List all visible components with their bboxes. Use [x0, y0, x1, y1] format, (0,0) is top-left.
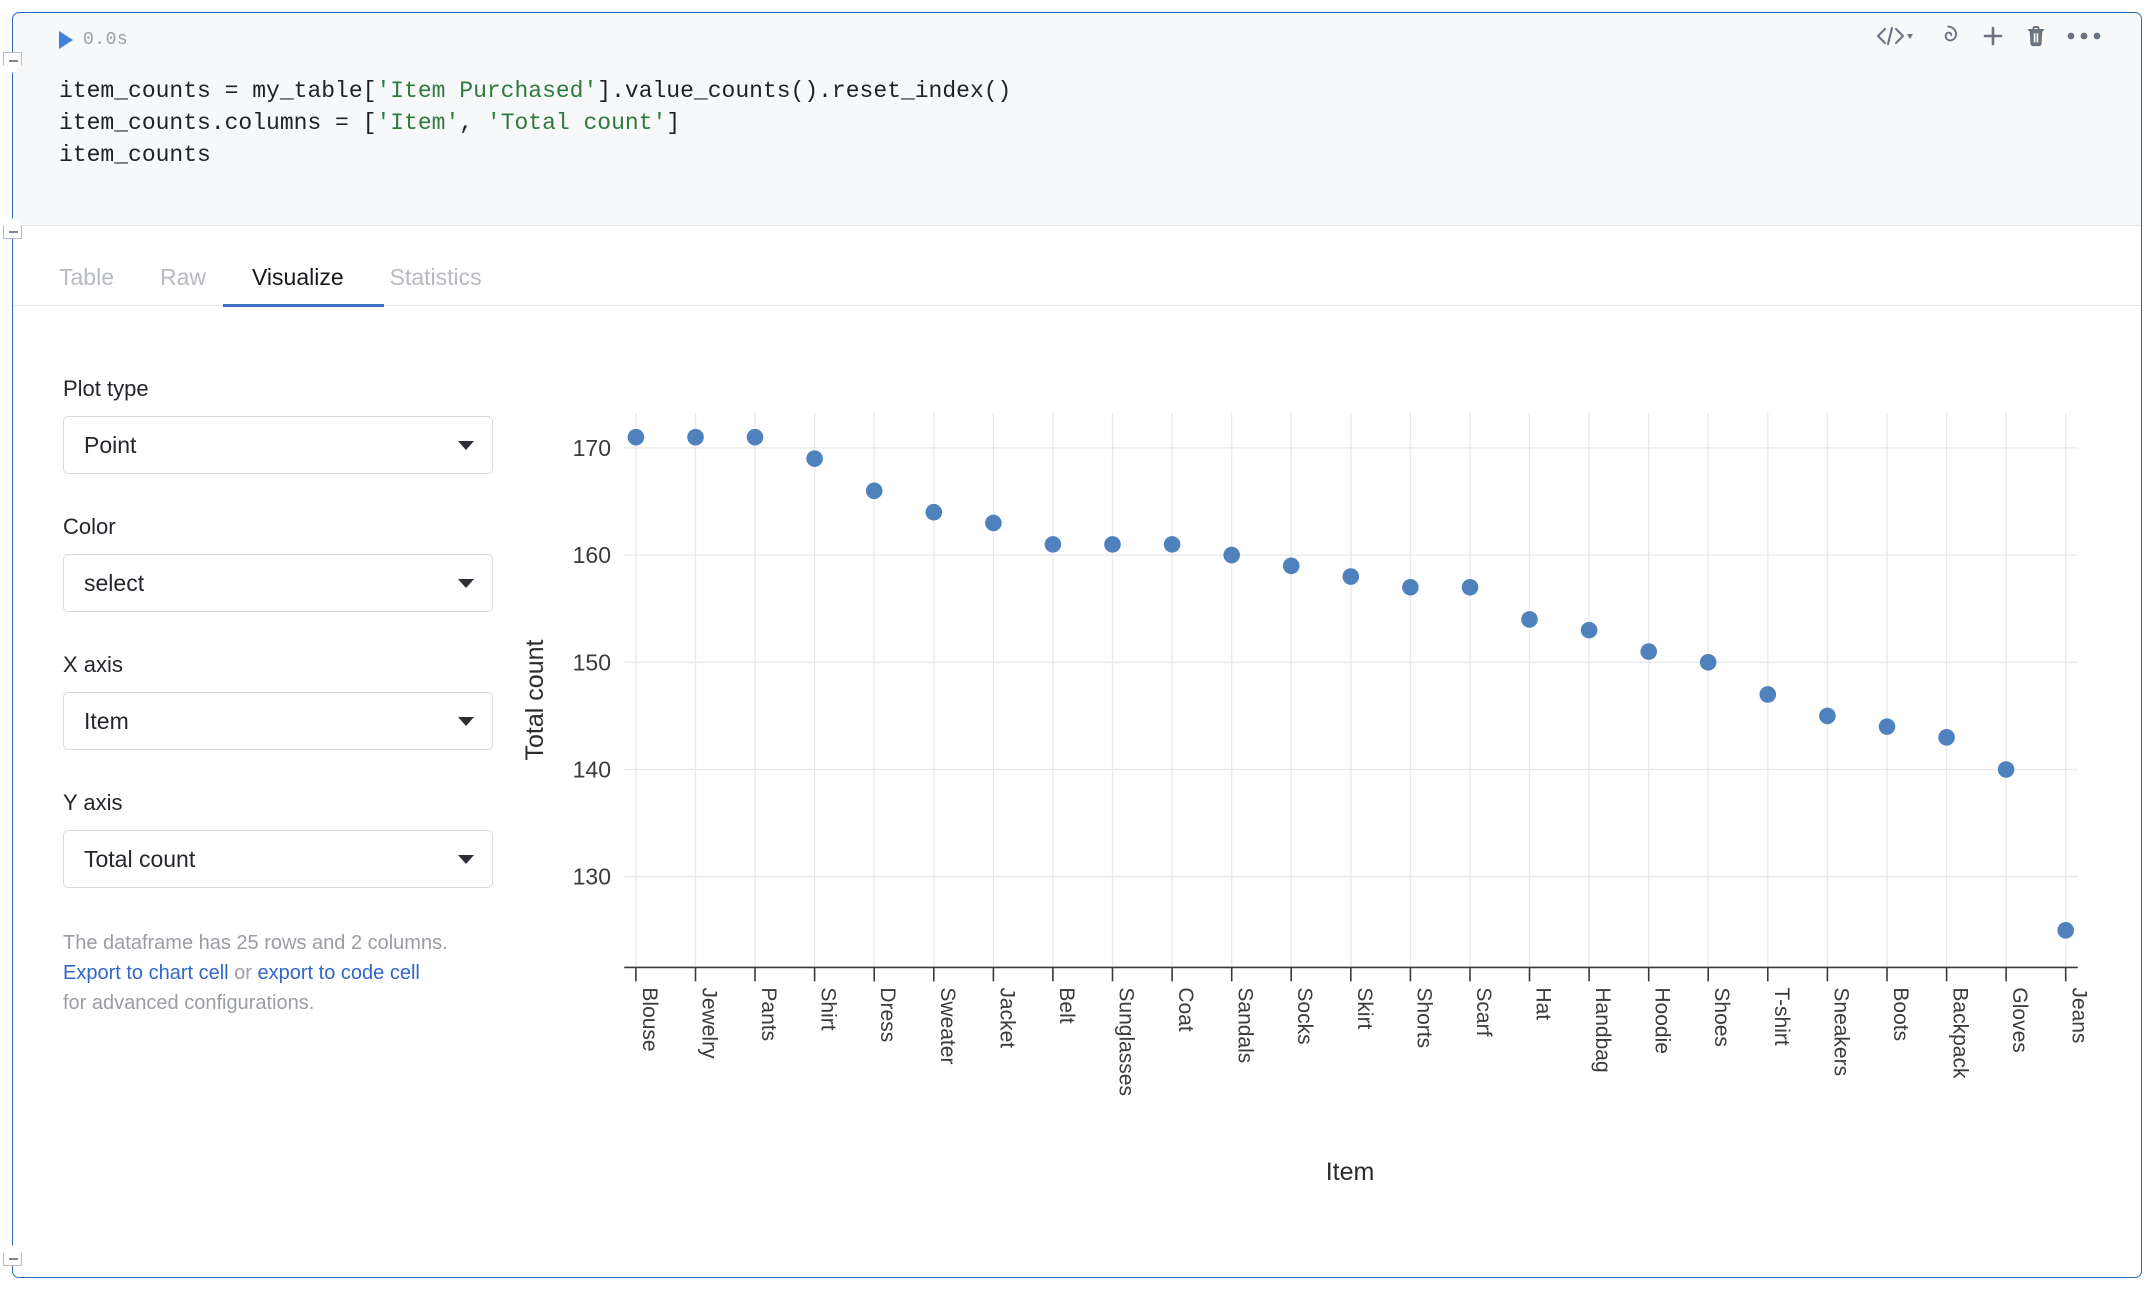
svg-text:Shirt: Shirt: [817, 987, 840, 1030]
svg-text:140: 140: [573, 757, 611, 783]
svg-text:160: 160: [573, 542, 611, 568]
svg-text:Scarf: Scarf: [1472, 987, 1495, 1036]
svg-text:Sandals: Sandals: [1234, 987, 1257, 1063]
svg-text:Skirt: Skirt: [1353, 987, 1376, 1029]
svg-text:Shorts: Shorts: [1412, 987, 1435, 1048]
svg-text:Blouse: Blouse: [638, 987, 661, 1051]
svg-text:Hoodie: Hoodie: [1651, 987, 1674, 1054]
svg-text:Shoes: Shoes: [1710, 987, 1733, 1047]
svg-text:Item: Item: [1326, 1158, 1375, 1186]
svg-text:Boots: Boots: [1889, 987, 1912, 1041]
svg-text:Handbag: Handbag: [1591, 987, 1614, 1072]
svg-text:Sweater: Sweater: [936, 987, 959, 1064]
svg-text:Sneakers: Sneakers: [1829, 987, 1852, 1076]
svg-text:Jeans: Jeans: [2068, 987, 2091, 1043]
svg-text:Dress: Dress: [876, 987, 899, 1042]
svg-text:Coat: Coat: [1174, 987, 1197, 1032]
svg-text:Jacket: Jacket: [995, 987, 1018, 1048]
svg-text:Socks: Socks: [1293, 987, 1316, 1044]
svg-text:Pants: Pants: [757, 987, 780, 1041]
svg-text:T-shirt: T-shirt: [1770, 987, 1793, 1046]
svg-text:150: 150: [573, 649, 611, 675]
svg-text:Sunglasses: Sunglasses: [1115, 987, 1138, 1096]
svg-text:Jewelry: Jewelry: [698, 987, 721, 1059]
svg-text:Gloves: Gloves: [2008, 987, 2031, 1052]
svg-text:Belt: Belt: [1055, 987, 1078, 1023]
svg-text:170: 170: [573, 435, 611, 461]
svg-text:Hat: Hat: [1532, 987, 1555, 1020]
svg-text:130: 130: [573, 864, 611, 890]
svg-text:Total count: Total count: [521, 639, 549, 760]
svg-text:Backpack: Backpack: [1949, 987, 1972, 1079]
